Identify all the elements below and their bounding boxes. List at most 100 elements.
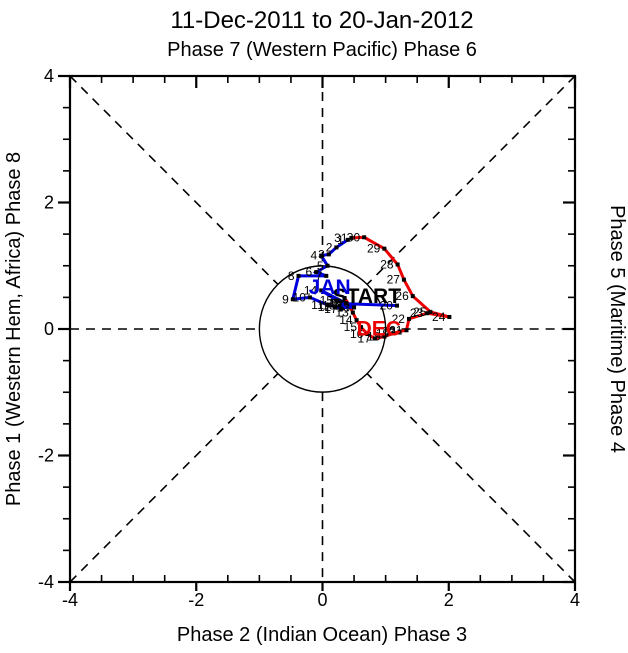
day-marker-jan-15: [335, 298, 340, 303]
phase-divider-diagonal: [366, 373, 576, 583]
day-marker-jan-6: [314, 270, 319, 275]
day-number-jan-14: 14: [304, 283, 318, 297]
day-marker-jan-8: [296, 273, 301, 278]
day-marker-jan-13: [352, 305, 357, 310]
x-tick-label: -4: [62, 590, 78, 610]
day-marker-dec-28: [395, 262, 400, 267]
day-number-jan-19: 19: [329, 297, 343, 311]
day-number-jan-9: 9: [282, 292, 289, 306]
day-number-jan-18: 18: [322, 299, 336, 313]
y-tick-label: -4: [38, 572, 54, 592]
day-marker-dec-20: [397, 329, 402, 334]
day-marker-jan-12: [333, 304, 338, 309]
day-number-dec-25: 25: [413, 305, 427, 319]
y-tick-label: 4: [44, 66, 54, 86]
day-number-jan-10: 10: [293, 290, 307, 304]
day-marker-dec-16: [365, 332, 370, 337]
phase-divider-diagonal: [69, 373, 279, 583]
day-number-dec-23: 23: [410, 306, 424, 320]
day-number-dec-19: 19: [376, 326, 390, 340]
day-marker-jan-19: [344, 301, 349, 306]
day-marker-jan-3: [326, 252, 331, 257]
day-number-jan-15: 15: [320, 294, 334, 308]
x-tick-label: 0: [317, 590, 327, 610]
day-marker-dec-18: [382, 334, 387, 339]
phase-label-top: Phase 7 (Western Pacific) Phase 6: [167, 39, 477, 61]
day-marker-jan-20: [394, 303, 399, 308]
phase-label-right: Phase 5 (Maritime) Phase 4: [606, 205, 628, 453]
y-tick-label: 2: [44, 193, 54, 213]
day-number-dec-27: 27: [387, 273, 401, 287]
x-tick-label: -2: [188, 590, 204, 610]
annotation-dec: DEC: [357, 317, 401, 340]
day-number-dec-21: 21: [389, 323, 403, 337]
day-marker-dec-22: [406, 316, 411, 321]
day-marker-dec-13: [350, 310, 355, 315]
day-marker-dec-31: [349, 235, 354, 240]
annotation-jan: JAN: [309, 276, 351, 299]
day-number-jan-8: 8: [288, 269, 295, 283]
day-number-dec-14: 14: [339, 313, 353, 327]
day-number-jan-7: 7: [316, 269, 323, 283]
day-marker-jan-14: [319, 288, 324, 293]
day-number-dec-26: 26: [395, 289, 409, 303]
phase-divider-diagonal: [69, 75, 279, 285]
annotation-start: START: [333, 285, 402, 308]
day-number-dec-18: 18: [367, 330, 381, 344]
day-number-dec-20: 20: [382, 325, 396, 339]
day-marker-dec-23: [425, 311, 430, 316]
day-marker-dec-19: [391, 331, 396, 336]
day-number-dec-15: 15: [344, 320, 358, 334]
plot-area: -4-4-2-200224412131415161718192021222324…: [38, 66, 580, 610]
day-number-jan-1: 1: [337, 233, 344, 247]
day-marker-jan-4: [319, 253, 324, 258]
day-number-jan-2: 2: [326, 240, 333, 254]
phase-divider-diagonal: [366, 75, 576, 285]
day-number-jan-5: 5: [317, 259, 324, 273]
day-marker-dec-30: [362, 235, 367, 240]
day-number-dec-28: 28: [380, 257, 394, 271]
day-number-dec-29: 29: [367, 242, 381, 256]
day-marker-jan-11: [325, 302, 330, 307]
day-marker-jan-18: [337, 303, 342, 308]
day-marker-jan-10: [307, 295, 312, 300]
unit-circle: [258, 265, 387, 393]
day-marker-dec-29: [382, 246, 387, 251]
day-number-jan-4: 4: [311, 249, 318, 263]
day-number-dec-17: 17: [358, 331, 372, 345]
phase-label-left: Phase 1 (Western Hem, Africa) Phase 8: [3, 152, 25, 506]
day-marker-dec-24: [447, 314, 452, 319]
x-tick-label: 2: [444, 590, 454, 610]
day-marker-dec-25: [428, 309, 433, 314]
day-number-dec-22: 22: [392, 312, 406, 326]
day-number-jan-6: 6: [306, 265, 313, 279]
day-marker-jan-1: [345, 237, 350, 242]
day-marker-jan-5: [325, 263, 330, 268]
phase-label-bottom: Phase 2 (Indian Ocean) Phase 3: [177, 624, 467, 646]
day-number-jan-17: 17: [324, 302, 338, 316]
day-marker-dec-17: [372, 336, 377, 341]
day-marker-dec-15: [359, 325, 364, 330]
chart-title: 11-Dec-2011 to 20-Jan-2012: [170, 7, 473, 34]
day-number-dec-30: 30: [347, 230, 361, 244]
y-tick-label: 0: [44, 319, 54, 339]
day-marker-jan-7: [324, 273, 329, 278]
day-number-jan-11: 11: [311, 298, 324, 312]
day-number-dec-24: 24: [432, 310, 446, 324]
x-tick-label: 4: [570, 590, 580, 610]
day-marker-dec-26: [410, 294, 415, 299]
day-marker-jan-17: [339, 306, 344, 311]
day-number-dec-13: 13: [335, 306, 349, 320]
day-marker-dec-27: [401, 277, 406, 282]
day-marker-jan-2: [334, 245, 339, 250]
day-marker-dec-14: [354, 318, 359, 323]
day-marker-dec-11: [342, 296, 347, 301]
day-number-dec-16: 16: [350, 327, 364, 341]
day-number-jan-20: 20: [380, 299, 394, 313]
day-marker-dec-21: [404, 328, 409, 333]
day-number-jan-12: 12: [318, 300, 332, 314]
y-tick-label: -2: [38, 446, 54, 466]
day-marker-jan-9: [290, 297, 295, 302]
